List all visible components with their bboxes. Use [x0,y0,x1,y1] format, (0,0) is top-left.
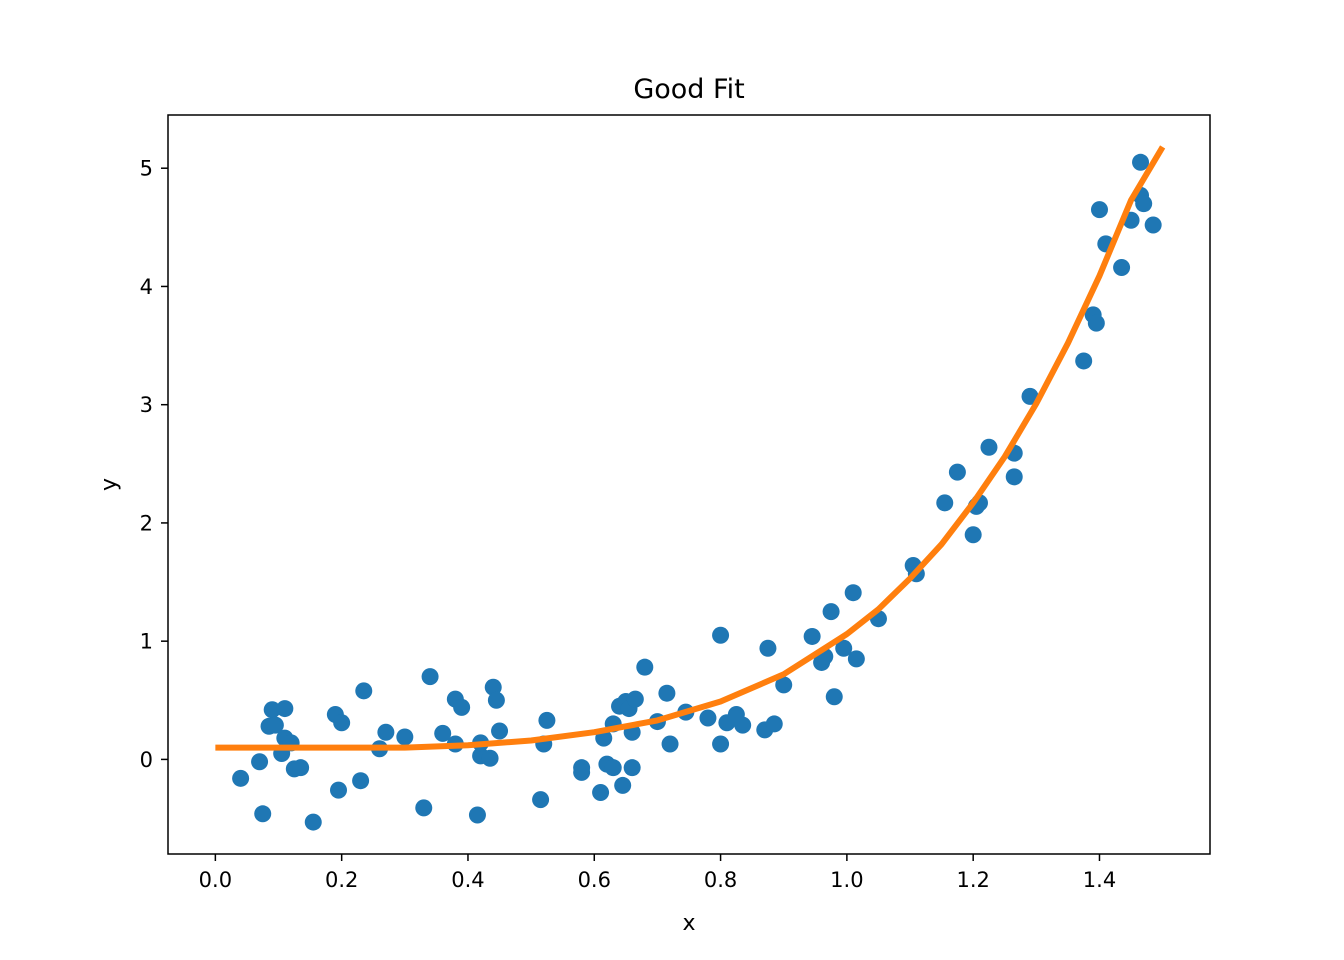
scatter-point [775,676,793,694]
scatter-point [948,463,966,481]
scatter-point [487,691,505,709]
scatter-point [614,776,632,794]
scatter-point [936,494,954,512]
scatter-point [835,639,853,657]
fit-line-series [215,145,1166,751]
scatter-point [592,784,610,802]
plot-area-frame [167,114,1211,855]
scatter-point [604,759,622,777]
scatter-point [468,806,486,824]
x-tick-label: 0.6 [578,868,611,892]
scatter-point [623,759,641,777]
scatter-point [822,603,840,621]
scatter-point [626,690,644,708]
scatter-point [803,627,821,645]
scatter-point [232,769,250,787]
scatter-point [1090,201,1108,219]
x-tick-label: 0.4 [451,868,484,892]
scatter-point [1021,387,1039,405]
scatter-point [434,724,452,742]
scatter-point [1005,468,1023,486]
scatter-point [377,723,395,741]
y-tick-label: 3 [140,393,153,417]
y-tick-label: 2 [140,511,153,535]
scatter-point [491,722,509,740]
scatter-point [1132,153,1150,171]
x-axis-ticks: 0.0 0.2 0.4 0.6 0.8 1.0 1.2 1.4 [199,854,1116,892]
scatter-point [251,753,269,771]
scatter-point [1135,195,1153,213]
x-tick-label: 1.4 [1083,868,1116,892]
x-tick-label: 0.2 [325,868,358,892]
x-axis-label: x [682,911,695,936]
scatter-point [658,684,676,702]
scatter-point [532,791,550,809]
scatter-point [415,799,433,817]
scatter-point [1144,216,1162,234]
scatter-point [266,716,284,734]
scatter-point [661,735,679,753]
scatter-point [964,526,982,544]
scatter-point [330,781,348,799]
x-tick-label: 1.2 [956,868,989,892]
scatter-point [844,584,862,602]
scatter-point [333,714,351,732]
scatter-point [276,700,294,718]
scatter-point [825,688,843,706]
scatter-point [636,658,654,676]
scatter-point [712,735,730,753]
scatter-point [1075,352,1093,370]
scatter-point [573,763,591,781]
scatter-point [355,682,373,700]
scatter-point [421,668,439,686]
scatter-series [232,153,1162,831]
scatter-point [980,438,998,456]
y-tick-label: 1 [140,630,153,654]
chart-title: Good Fit [633,74,744,105]
x-tick-label: 0.0 [199,868,232,892]
scatter-point [263,701,281,719]
fit-line [215,145,1166,751]
y-tick-label: 5 [140,157,153,181]
scatter-point [352,772,370,790]
y-tick-label: 0 [140,748,153,772]
scatter-point [765,715,783,733]
scatter-point [254,805,272,823]
scatter-point [699,709,717,727]
scatter-point [538,711,556,729]
scatter-point [847,650,865,668]
scatter-point [481,749,499,767]
scatter-point [396,728,414,746]
scatter-point [734,716,752,734]
scatter-point [1087,314,1105,332]
x-tick-label: 0.8 [704,868,737,892]
scatter-point [1113,259,1131,277]
x-tick-label: 1.0 [830,868,863,892]
scatter-point [292,759,310,777]
scatter-point [712,626,730,644]
y-tick-label: 4 [140,275,153,299]
y-axis-label: y [97,478,122,491]
scatter-point [453,698,471,716]
scatter-point [759,639,777,657]
y-axis-ticks: 0 1 2 3 4 5 [140,157,168,772]
scatter-point [484,678,502,696]
scatter-point [304,813,322,831]
